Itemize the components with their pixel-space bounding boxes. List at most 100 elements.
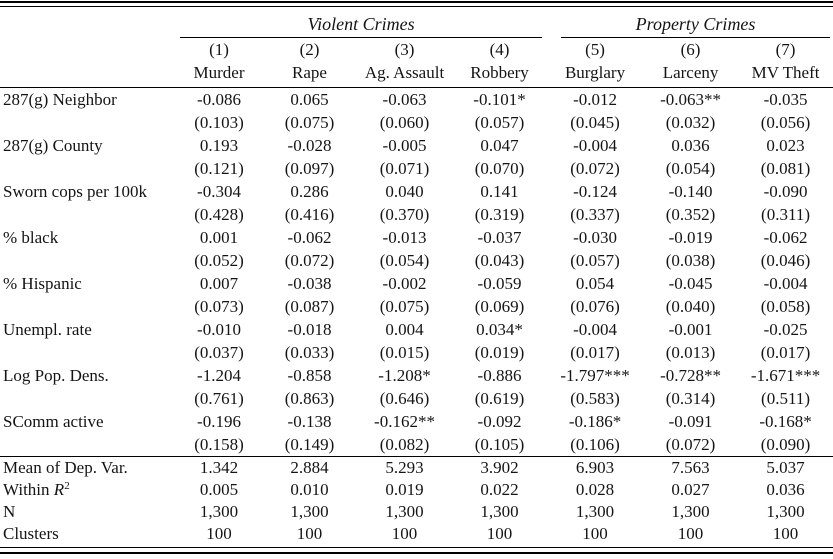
coefficient-cell: -1.204 [197, 365, 241, 385]
coefficient-cell: -0.101* [473, 89, 526, 109]
row-label-empty [0, 433, 176, 457]
std-error-cell: (0.045) [570, 112, 620, 132]
summary-value-cell: 100 [582, 523, 608, 543]
summary-value-cell: 5.037 [738, 455, 833, 479]
std-error-cell: (0.149) [284, 434, 335, 454]
std-error-cell: (0.121) [194, 158, 244, 178]
group-property-crimes: Property Crimes [547, 7, 833, 38]
std-error-cell: (0.081) [760, 158, 811, 178]
std-error-cell: (0.090) [760, 434, 811, 454]
std-error-cell: (0.054) [665, 158, 716, 178]
coefficient-row: 287(g) Neighbor -0.086 0.065 -0.063 -0.101* -… [0, 87, 833, 111]
std-error-cell: (0.314) [665, 388, 716, 408]
coefficient-cell: 0.141 [480, 181, 519, 201]
std-error-row: (0.121) (0.097) (0.071) (0.070) (0.072) (0.05… [0, 157, 833, 180]
coefficient-cell: -0.728** [660, 365, 721, 385]
std-error-cell: (0.038) [665, 250, 716, 270]
coefficient-cell: -0.062 [763, 227, 808, 247]
std-error-cell: (0.057) [570, 250, 620, 270]
std-error-cell: (0.060) [379, 112, 430, 132]
coefficient-cell: -0.002 [382, 273, 427, 293]
column-name: Murder [176, 61, 262, 88]
coefficient-cell: -0.010 [197, 319, 241, 339]
column-name: Larceny [643, 61, 739, 88]
std-error-cell: (0.352) [665, 204, 716, 224]
summary-value-cell: 0.019 [385, 479, 424, 499]
column-number: (4) [489, 40, 510, 59]
coefficient-cell: -0.013 [382, 227, 427, 247]
std-error-cell: (0.069) [474, 296, 525, 316]
coefficient-cell: -0.063** [660, 89, 721, 109]
summary-row-label: N [3, 501, 16, 521]
table-top-double-rule [0, 1, 833, 7]
column-name: Robbery [452, 61, 548, 88]
std-error-cell: (0.052) [194, 250, 244, 270]
std-error-cell: (0.097) [284, 158, 335, 178]
std-error-cell: (0.158) [194, 434, 244, 454]
column-number: (6) [680, 40, 701, 59]
std-error-cell: (0.428) [194, 204, 244, 224]
coefficient-cell: -0.162** [374, 411, 435, 431]
summary-value-cell: 100 [206, 523, 232, 543]
coefficient-cell: -0.092 [477, 411, 522, 431]
summary-value-cell: 1,300 [671, 501, 710, 521]
std-error-cell: (0.033) [284, 342, 335, 362]
std-error-cell: (0.057) [474, 112, 525, 132]
coefficient-cell: -0.012 [573, 89, 617, 109]
summary-value-cell: 0.036 [766, 479, 805, 499]
table-summary: Mean of Dep. Var. 1.342 2.884 5.293 3.902 6.9… [0, 455, 833, 545]
coefficient-cell: 0.036 [671, 135, 710, 155]
coefficient-cell: 0.054 [575, 273, 615, 293]
summary-value-cell: 100 [772, 523, 799, 543]
coefficient-cell: 0.286 [290, 181, 329, 201]
std-error-cell: (0.056) [760, 112, 811, 132]
summary-value-cell: 0.005 [199, 479, 239, 499]
coefficient-cell: 0.065 [290, 89, 329, 109]
summary-value-cell: 100 [486, 523, 513, 543]
summary-row-label: Within R2 [0, 479, 176, 501]
column-name: Ag. Assault [357, 61, 452, 88]
coefficient-cell: -0.001 [668, 319, 713, 339]
summary-value-cell: 1.342 [176, 455, 262, 479]
summary-row: Mean of Dep. Var. 1.342 2.884 5.293 3.902 6.9… [0, 455, 833, 479]
std-error-cell: (0.017) [760, 342, 811, 362]
std-error-cell: (0.076) [570, 296, 620, 316]
column-number-row: (1) (2) (3) (4) (5) (6) (7) [0, 38, 833, 61]
std-error-cell: (0.370) [379, 204, 430, 224]
std-error-cell: (0.071) [379, 158, 430, 178]
std-error-cell: (0.583) [570, 388, 620, 408]
std-error-cell: (0.863) [284, 388, 335, 408]
coefficient-cell: -0.091 [668, 411, 713, 431]
coefficient-cell: -0.140 [668, 181, 713, 201]
coefficient-cell: -0.045 [668, 273, 713, 293]
std-error-cell: (0.646) [379, 388, 430, 408]
column-name: MV Theft [738, 61, 833, 88]
std-error-cell: (0.416) [284, 204, 335, 224]
row-label-empty [0, 157, 176, 180]
table-header: Violent Crimes Property Crimes (1) (2) (… [0, 7, 833, 88]
std-error-cell: (0.054) [379, 250, 430, 270]
summary-label-text: Within [3, 479, 54, 499]
std-error-cell: (0.761) [194, 388, 244, 408]
summary-value-cell: 100 [677, 523, 704, 543]
coefficient-cell: -0.037 [477, 227, 522, 247]
std-error-cell: (0.087) [284, 296, 335, 316]
summary-label-math-var: R [53, 479, 65, 499]
coefficient-cell: -0.038 [287, 273, 332, 293]
coefficient-cell: -0.168* [759, 411, 812, 431]
std-error-cell: (0.040) [665, 296, 716, 316]
std-error-cell: (0.619) [474, 388, 525, 408]
coefficient-cell: -0.004 [763, 273, 808, 293]
coefficient-cell: -1.797*** [560, 365, 630, 385]
std-error-cell: (0.046) [760, 250, 811, 270]
coefficient-cell: 0.040 [385, 181, 424, 201]
regression-table: Violent Crimes Property Crimes (1) (2) (… [0, 7, 833, 545]
coefficient-cell: -1.671*** [750, 365, 821, 385]
row-label: % Hispanic [3, 273, 82, 293]
summary-value-cell: 100 [296, 523, 323, 543]
coefficient-cell: -0.196 [197, 411, 241, 431]
summary-value-cell: 100 [391, 523, 418, 543]
coefficient-row: SComm active -0.196 -0.138 -0.162** -0.092 -0… [0, 410, 833, 433]
std-error-cell: (0.103) [194, 112, 244, 132]
coefficient-cell: -0.858 [287, 365, 332, 385]
